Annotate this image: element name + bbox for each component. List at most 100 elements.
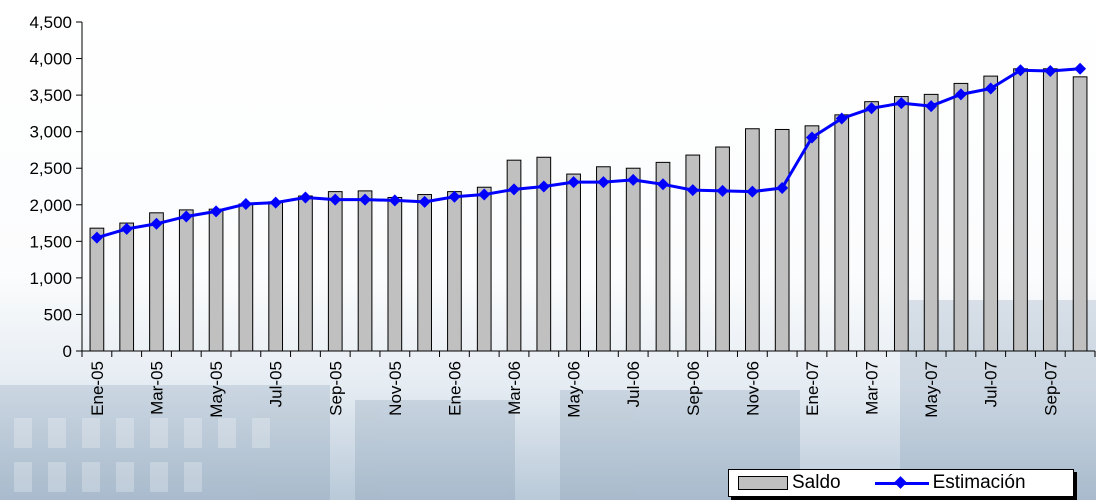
estimacion-point [299, 191, 312, 204]
x-tick-label: Nov-06 [743, 361, 762, 416]
saldo-bar [327, 191, 343, 352]
saldo-bars [89, 68, 1088, 352]
saldo-bar [715, 146, 730, 352]
estimacion-point [359, 193, 372, 206]
estimacion-point [746, 185, 759, 198]
legend-line-diamond-swatch-icon [874, 476, 929, 490]
x-tick-label: May-05 [207, 361, 226, 418]
saldo-bar [1072, 76, 1088, 352]
saldo-bar [1042, 68, 1058, 352]
saldo-bar [208, 208, 224, 352]
y-tick-label: 2,000 [29, 196, 72, 215]
x-tick-label: Sep-07 [1041, 361, 1060, 416]
estimacion-point [180, 210, 193, 223]
x-tick-label: Mar-07 [863, 361, 882, 415]
estimacion-point [329, 193, 342, 206]
estimacion-point [1044, 64, 1057, 77]
saldo-bar [834, 114, 850, 352]
x-tick-label: May-07 [922, 361, 941, 418]
saldo-bar [1013, 68, 1028, 352]
saldo-bar [774, 128, 790, 352]
y-tick-label: 1,500 [29, 232, 72, 251]
estimacion-point [239, 198, 252, 211]
saldo-bar [596, 166, 611, 352]
saldo-bar [655, 161, 671, 352]
estimacion-point [418, 195, 431, 208]
saldo-bar [357, 190, 373, 352]
legend-label-estimacion: Estimación [932, 472, 1026, 493]
legend-item-estimacion: Estimación [841, 472, 1026, 494]
estimacion-point [1074, 62, 1087, 75]
saldo-bar [923, 93, 939, 352]
x-tick-label: Jul-05 [267, 361, 286, 407]
y-axis-tick-labels: 0 500 1,000 1,500 2,000 2,500 3,000 3,500 4,000 4… [29, 13, 72, 361]
chart-legend: Saldo Estimación [728, 469, 1074, 497]
legend-label-saldo: Saldo [792, 472, 841, 493]
saldo-bar [238, 203, 254, 352]
saldo-bar [893, 96, 909, 352]
saldo-bar [119, 222, 135, 352]
x-tick-label: Sep-05 [326, 361, 345, 416]
y-tick-label: 1,000 [29, 269, 72, 288]
estimacion-point [269, 196, 282, 209]
estimacion-point [984, 82, 997, 95]
x-tick-label: Ene-05 [88, 361, 107, 416]
estimacion-point [567, 176, 580, 189]
y-tick-label: 2,500 [29, 159, 72, 178]
y-tick-label: 4,000 [29, 50, 72, 69]
estimacion-point [537, 180, 550, 193]
estimacion-point [895, 97, 908, 110]
estimacion-point [716, 184, 729, 197]
estimacion-series-line [96, 67, 1081, 240]
saldo-bar [298, 195, 313, 352]
x-tick-label: Nov-05 [386, 361, 405, 416]
estimacion-point [150, 217, 163, 230]
saldo-bar [953, 82, 969, 352]
estimacion-point [925, 100, 938, 113]
saldo-bar [804, 125, 820, 352]
saldo-bar [983, 75, 999, 352]
estimacion-point [210, 205, 223, 218]
chart-axes [76, 21, 1096, 357]
y-tick-label: 3,500 [29, 86, 72, 105]
estimacion-point [388, 194, 401, 207]
estimacion-point [1014, 64, 1027, 77]
x-tick-label: Mar-06 [505, 361, 524, 415]
legend-item-saldo: Saldo [738, 472, 841, 494]
saldo-bar [447, 191, 462, 352]
estimacion-point [448, 190, 461, 203]
x-tick-label: May-06 [565, 361, 584, 418]
saldo-bar [566, 173, 581, 352]
estimacion-point [686, 184, 699, 197]
x-tick-label: Jul-07 [982, 361, 1001, 407]
saldo-bar [268, 201, 284, 352]
y-tick-label: 3,000 [29, 123, 72, 142]
estimacion-point [805, 131, 818, 144]
estimacion-point [865, 102, 878, 115]
x-tick-label: Ene-06 [445, 361, 464, 416]
saldo-bar [387, 196, 403, 352]
y-tick-label: 0 [63, 342, 72, 361]
saldo-bar [745, 128, 760, 352]
legend-bar-swatch-icon [738, 476, 788, 490]
saldo-bar [864, 101, 879, 352]
estimacion-point [835, 112, 848, 125]
x-tick-label: Sep-06 [684, 361, 703, 416]
x-axis-tick-labels: Ene-05 Mar-05 May-05 Jul-05 Sep-05 Nov-05 Ene-… [88, 361, 1060, 418]
estimacion-point [597, 176, 610, 189]
saldo-bar [476, 186, 492, 352]
estimacion-point [508, 183, 521, 196]
estimacion-point [627, 173, 640, 186]
saldo-bar [149, 212, 164, 352]
saldo-bar [178, 209, 194, 352]
y-tick-label: 4,500 [29, 13, 72, 32]
estimacion-point [656, 178, 669, 191]
estimacion-point [478, 188, 491, 201]
x-tick-label: Mar-05 [147, 361, 166, 415]
estimacion-point [120, 222, 133, 235]
x-tick-label: Ene-07 [803, 361, 822, 416]
estimacion-line [90, 62, 1087, 244]
saldo-bar [89, 227, 105, 352]
y-tick-label: 500 [44, 305, 72, 324]
